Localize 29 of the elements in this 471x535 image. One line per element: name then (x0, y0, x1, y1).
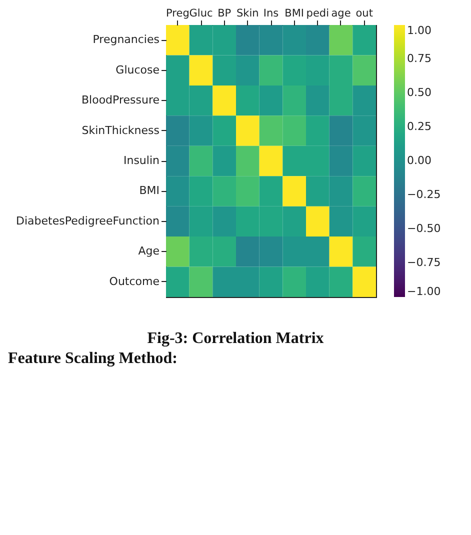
x-tick-label: Gluc (189, 8, 213, 20)
color-bar-label: −0.25 (407, 188, 441, 201)
y-tick-label: Glucose (116, 63, 160, 76)
text: Fig-3: Correlation Matrix (146, 330, 325, 348)
y-tick-label: SkinThickness (82, 124, 160, 137)
x-tick-label: Ins (263, 8, 279, 20)
x-tick-label: Skin (236, 8, 259, 20)
y-tick-label: Age (138, 244, 160, 258)
color-bar-label: 1.00 (407, 24, 432, 37)
color-bar-label: 0.50 (407, 86, 432, 99)
x-tick-label: out (356, 8, 373, 20)
y-tick-label: DiabetesPedigreeFunction (16, 214, 160, 228)
color-bar-label: −1.00 (407, 285, 441, 298)
text: Feature Scaling Method: (8, 350, 178, 368)
x-tick-label: BMI (284, 8, 304, 20)
color-bar-label: −0.75 (407, 256, 441, 269)
x-tick-label: pedi (306, 8, 330, 20)
y-tick-label: Outcome (109, 274, 160, 288)
color-bar-label: 0.00 (407, 154, 432, 167)
y-tick-label: BloodPressure (81, 94, 160, 107)
y-tick-label: BMI (139, 184, 160, 198)
x-tick-label: BP (218, 8, 232, 20)
x-tick-label: Preg (166, 8, 190, 20)
y-tick-label: Insulin (123, 154, 160, 167)
y-tick-label: Pregnancies (92, 33, 160, 46)
color-bar-label: 0.75 (407, 52, 432, 65)
color-bar-label: 0.25 (407, 120, 432, 133)
x-tick-label: age (331, 8, 351, 20)
color-bar-label: −0.50 (407, 222, 441, 235)
